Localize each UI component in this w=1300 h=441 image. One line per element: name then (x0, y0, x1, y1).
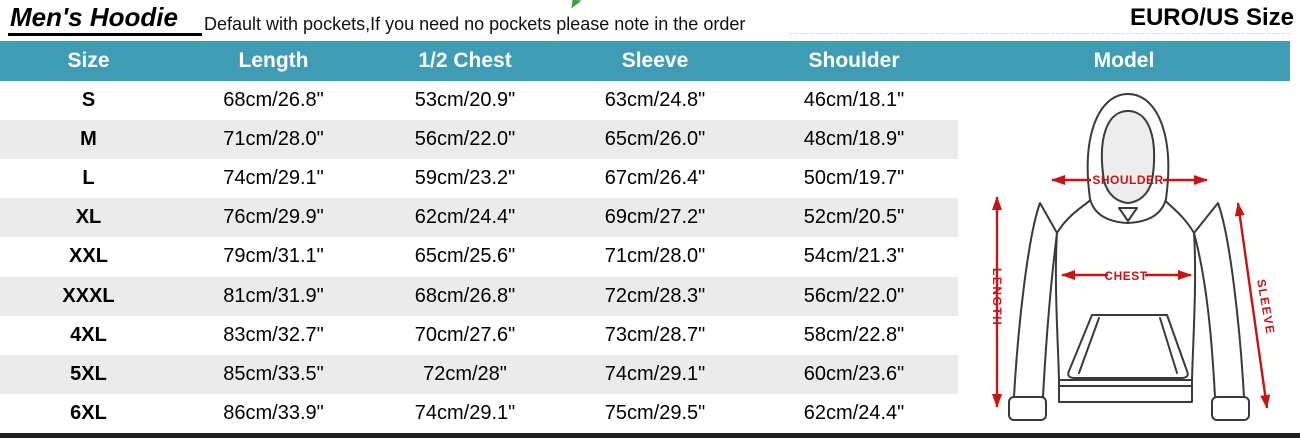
table-row-m: M 71cm/28.0" 56cm/22.0" 65cm/26.0" 48cm/… (0, 120, 1290, 160)
chest-cell: 56cm/22.0" (370, 120, 560, 160)
table-header-row: Size Length 1/2 Chest Sleeve Shoulder Mo… (0, 41, 1290, 81)
right-sleeve (1193, 202, 1245, 398)
size-standard-label: EURO/US Size (1129, 4, 1294, 31)
table-row-xl: XL 76cm/29.9" 62cm/24.4" 69cm/27.2" 52cm… (0, 198, 1290, 238)
chest-cell: 74cm/29.1" (414, 401, 516, 424)
col-header-shoulder: Shoulder (750, 41, 958, 81)
page-header: Men's Hoodie Default with pockets,If you… (0, 0, 1300, 41)
green-cursor-artifact (571, 0, 582, 10)
sleeve-cell: 71cm/28.0" (604, 245, 706, 268)
shoulder-cell: 54cm/21.3" (803, 245, 905, 268)
size-cell: XXXL (0, 276, 177, 316)
sleeve-cell: 65cm/26.0" (560, 120, 750, 160)
size-cell: S (81, 89, 96, 112)
shoulder-cell: 62cm/24.4" (803, 401, 905, 424)
table-row-s: S 68cm/26.8" 53cm/20.9" 63cm/24.8" 46cm/… (0, 81, 1290, 433)
shoulder-cell: 60cm/23.6" (750, 354, 958, 394)
length-cell: 68cm/26.8" (223, 89, 324, 112)
hoodie-measurement-diagram: SHOULDER CHEST LENGTH SLEEVE (958, 81, 1290, 433)
size-cell: L (82, 167, 95, 190)
size-chart-table: Size Length 1/2 Chest Sleeve Shoulder Mo… (0, 41, 1290, 433)
shoulder-cell: 50cm/19.7" (803, 167, 905, 190)
model-diagram-cell: SHOULDER CHEST LENGTH SLEEVE (958, 81, 1290, 433)
chest-cell: 62cm/24.4" (370, 198, 560, 238)
sleeve-cell: 63cm/24.8" (604, 89, 706, 112)
chest-diagram-label: CHEST (1104, 269, 1147, 283)
length-cell: 85cm/33.5" (177, 354, 370, 394)
table-row-xxxl: XXXL 81cm/31.9" 68cm/26.8" 72cm/28.3" 56… (0, 276, 1290, 316)
table-row-6xl: 6XL 86cm/33.9" 74cm/29.1" 75cm/29.5" 62c… (0, 394, 1290, 433)
sleeve-cell: 67cm/26.4" (604, 167, 706, 190)
left-sleeve (1013, 202, 1058, 398)
table-bottom-border (0, 433, 1300, 438)
sleeve-arrow (1234, 202, 1271, 409)
size-cell: XXL (69, 245, 108, 268)
size-cell: XL (0, 198, 177, 238)
product-title: Men's Hoodie (8, 3, 202, 36)
table-row-xxl: XXL 79cm/31.1" 65cm/25.6" 71cm/28.0" 54c… (0, 237, 1290, 276)
kangaroo-pocket (1067, 314, 1189, 379)
chest-cell: 70cm/27.6" (414, 323, 516, 346)
pocket-right-seam (1159, 317, 1178, 374)
col-header-model: Model (958, 41, 1290, 81)
chest-cell: 68cm/26.8" (370, 276, 560, 316)
left-cuff (1008, 396, 1047, 421)
length-diagram-label: LENGTH (990, 268, 1004, 326)
sleeve-cell: 72cm/28.3" (560, 276, 750, 316)
shoulder-cell: 48cm/18.9" (750, 120, 958, 160)
sleeve-diagram-label: SLEEVE (1254, 278, 1278, 336)
shoulder-diagram-label: SHOULDER (1092, 173, 1163, 187)
chest-cell: 53cm/20.9" (414, 89, 516, 112)
sleeve-cell: 75cm/29.5" (604, 401, 706, 424)
size-cell: M (0, 120, 177, 160)
size-cell: 5XL (0, 354, 177, 394)
sleeve-cell: 74cm/29.1" (560, 354, 750, 394)
length-cell: 79cm/31.1" (223, 245, 324, 268)
col-header-sleeve: Sleeve (560, 41, 750, 81)
length-cell: 83cm/32.7" (223, 323, 324, 346)
table-row-4xl: 4XL 83cm/32.7" 70cm/27.6" 73cm/28.7" 58c… (0, 316, 1290, 355)
hem-band (1058, 379, 1193, 403)
hoodie-diagram-svg: SHOULDER CHEST LENGTH SLEEVE (990, 93, 1278, 421)
length-cell: 76cm/29.9" (177, 198, 370, 238)
length-cell: 74cm/29.1" (223, 167, 324, 190)
table-row-l: L 74cm/29.1" 59cm/23.2" 67cm/26.4" 50cm/… (0, 159, 1290, 198)
col-header-size: Size (0, 41, 177, 81)
chest-cell: 59cm/23.2" (414, 167, 516, 190)
chest-cell: 65cm/25.6" (414, 245, 516, 268)
neck-v (1118, 207, 1138, 222)
sleeve-cell: 69cm/27.2" (560, 198, 750, 238)
pocket-left-seam (1078, 317, 1100, 374)
shoulder-cell: 56cm/22.0" (750, 276, 958, 316)
hood-opening (1100, 110, 1156, 204)
size-cell: 4XL (70, 323, 107, 346)
pockets-note: Default with pockets,If you need no pock… (204, 14, 746, 34)
length-cell: 86cm/33.9" (223, 401, 324, 424)
length-cell: 71cm/28.0" (177, 120, 370, 160)
shoulder-cell: 58cm/22.8" (803, 323, 905, 346)
shoulder-cell: 46cm/18.1" (803, 89, 905, 112)
cell-border-line (790, 33, 1290, 34)
sleeve-cell: 73cm/28.7" (604, 323, 706, 346)
table-row-5xl: 5XL 85cm/33.5" 72cm/28" 74cm/29.1" 60cm/… (0, 354, 1290, 394)
shoulder-cell: 52cm/20.5" (750, 198, 958, 238)
col-header-chest: 1/2 Chest (370, 41, 560, 81)
length-cell: 81cm/31.9" (177, 276, 370, 316)
col-header-length: Length (177, 41, 370, 81)
right-cuff (1211, 396, 1250, 421)
size-cell: 6XL (70, 401, 107, 424)
chest-cell: 72cm/28" (370, 354, 560, 394)
